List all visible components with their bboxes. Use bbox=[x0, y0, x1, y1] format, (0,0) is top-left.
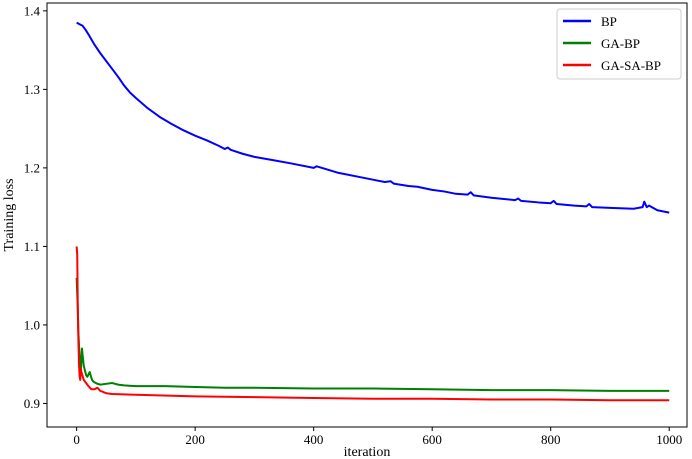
y-axis: 0.9 1.0 1.1 1.2 1.3 1.4 bbox=[24, 3, 47, 411]
y-tick-label: 0.9 bbox=[24, 396, 40, 411]
y-tick-label: 1.4 bbox=[24, 3, 41, 18]
series-layer bbox=[75, 21, 670, 402]
y-tick-label: 1.2 bbox=[24, 160, 40, 175]
x-tick-label: 800 bbox=[541, 432, 561, 447]
y-tick-label: 1.0 bbox=[24, 317, 40, 332]
x-tick-label: 0 bbox=[73, 432, 80, 447]
x-axis-label: iteration bbox=[344, 445, 391, 459]
x-tick-label: 1000 bbox=[656, 432, 682, 447]
legend: BP GA-BP GA-SA-BP bbox=[556, 8, 682, 80]
series-line-0 bbox=[76, 21, 670, 214]
y-axis-label: Training loss bbox=[2, 178, 17, 251]
legend-label: BP bbox=[601, 14, 617, 29]
x-tick-label: 200 bbox=[185, 432, 205, 447]
legend-box bbox=[556, 8, 682, 80]
series-line-2 bbox=[75, 246, 670, 402]
x-tick-label: 600 bbox=[422, 432, 442, 447]
plot-area-frame bbox=[46, 2, 688, 428]
legend-label: GA-BP bbox=[601, 36, 640, 51]
legend-label: GA-SA-BP bbox=[601, 58, 661, 73]
x-tick-label: 400 bbox=[304, 432, 324, 447]
x-axis: 0 200 400 600 800 1000 bbox=[73, 427, 682, 447]
y-tick-label: 1.1 bbox=[24, 239, 40, 254]
y-tick-label: 1.3 bbox=[24, 82, 40, 97]
